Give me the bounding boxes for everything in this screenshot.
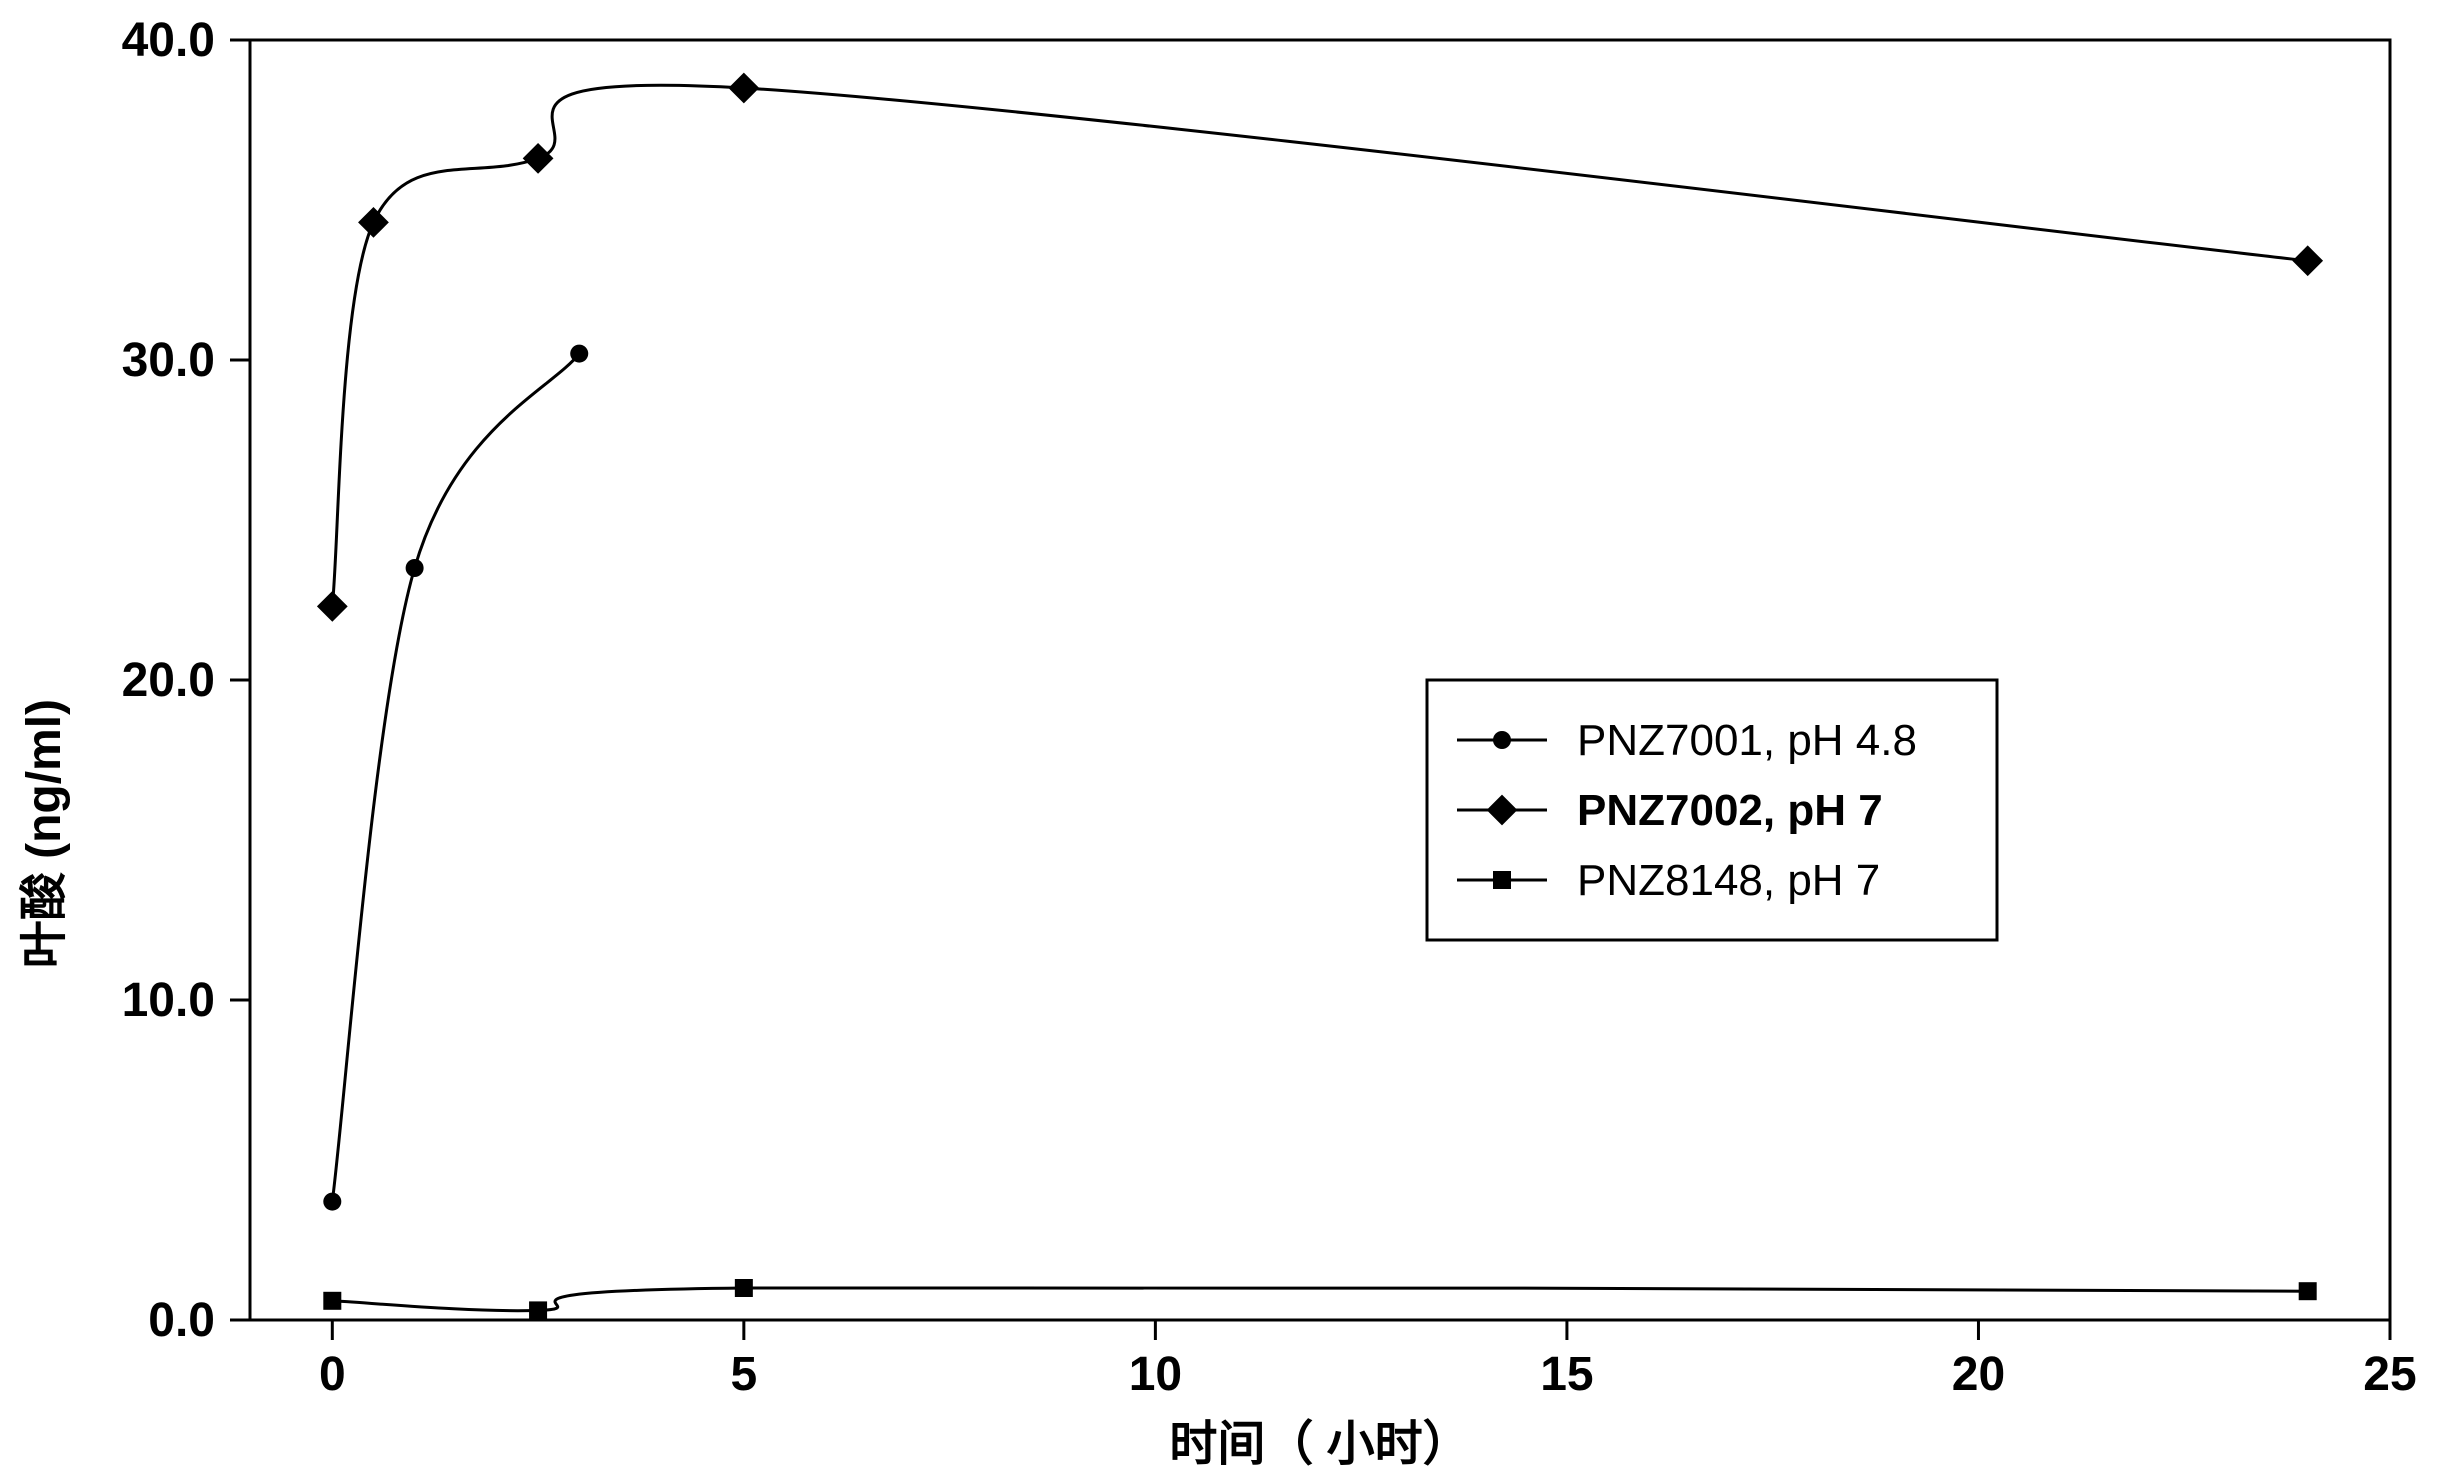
series-pnz7002-ph-7 (317, 73, 2323, 622)
line-chart: 0 5 10 15 20 25 0.0 10.0 20.0 30.0 40.0 时间（ 小时） 叶酸 (… (0, 0, 2464, 1472)
legend-label: PNZ8148, pH 7 (1577, 856, 1880, 905)
svg-text:5: 5 (730, 1348, 757, 1401)
legend-label: PNZ7001, pH 4.8 (1577, 716, 1917, 765)
series-pnz8148-ph-7 (323, 1279, 2316, 1319)
y-axis-title: 叶酸 (ng/ml) (18, 699, 71, 968)
x-axis-title: 时间（ 小时） (1169, 1418, 1470, 1471)
svg-text:10.0: 10.0 (122, 974, 215, 1027)
legend-label: PNZ7002, pH 7 (1577, 786, 1883, 835)
svg-text:25: 25 (2363, 1348, 2416, 1401)
svg-text:0: 0 (319, 1348, 346, 1401)
svg-text:20.0: 20.0 (122, 654, 215, 707)
svg-text:10: 10 (1129, 1348, 1182, 1401)
legend: PNZ7001, pH 4.8 PNZ7002, pH 7 PNZ8148, pH … (1427, 680, 1997, 940)
svg-text:40.0: 40.0 (122, 14, 215, 67)
svg-text:0.0: 0.0 (148, 1294, 215, 1347)
svg-text:15: 15 (1540, 1348, 1593, 1401)
series-pnz7001-ph-4-8 (323, 345, 588, 1211)
svg-text:20: 20 (1952, 1348, 2005, 1401)
svg-text:30.0: 30.0 (122, 334, 215, 387)
chart-container: 0 5 10 15 20 25 0.0 10.0 20.0 30.0 40.0 时间（ 小时） 叶酸 (… (0, 0, 2464, 1472)
